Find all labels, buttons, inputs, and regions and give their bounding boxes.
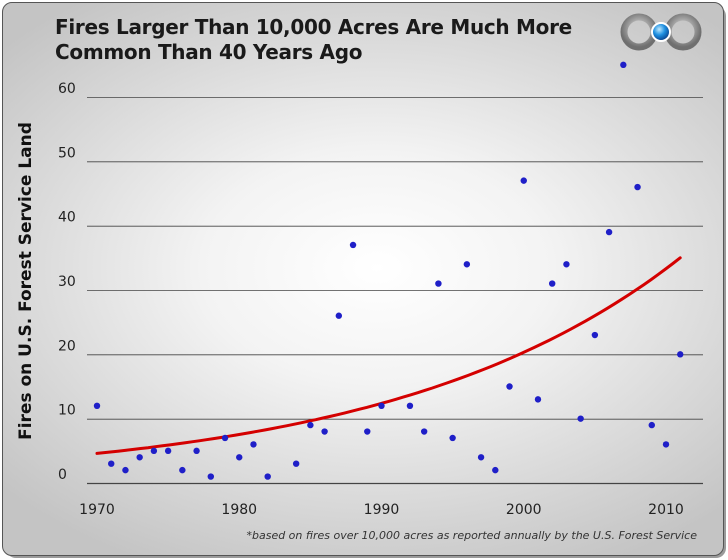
y-tick-labels: 0 10 20 30 40 50 60 bbox=[58, 81, 76, 483]
data-point bbox=[179, 466, 186, 474]
grid-layer bbox=[87, 97, 703, 485]
data-point bbox=[236, 454, 243, 461]
y-tick-label: 30 bbox=[58, 274, 76, 290]
data-point bbox=[136, 454, 143, 461]
logo-icon bbox=[620, 13, 702, 51]
data-point bbox=[648, 421, 655, 429]
chart-title-line-1: Fires Larger Than 10,000 Acres Are Much … bbox=[55, 15, 572, 39]
data-point bbox=[221, 434, 229, 442]
data-point bbox=[563, 261, 570, 268]
chart-title-line-2: Common Than 40 Years Ago bbox=[55, 40, 363, 64]
y-tick-label: 0 bbox=[58, 467, 67, 483]
data-point bbox=[662, 441, 670, 448]
data-point bbox=[634, 183, 641, 191]
chart-title: Fires Larger Than 10,000 Acres Are Much … bbox=[55, 15, 572, 65]
y-tick-label: 40 bbox=[58, 210, 76, 226]
data-point bbox=[335, 312, 343, 319]
data-point bbox=[420, 428, 428, 435]
scatter-chart: 0 10 20 30 40 50 60 1970 1980 1990 2000 2010 Fires… bbox=[16, 61, 703, 518]
data-point bbox=[449, 434, 456, 442]
data-point bbox=[164, 447, 172, 455]
data-point bbox=[577, 415, 584, 422]
y-axis-label: Fires on U.S. Forest Service Land bbox=[16, 122, 36, 440]
data-point bbox=[93, 402, 101, 409]
x-tick-label: 1970 bbox=[79, 502, 115, 518]
data-point bbox=[435, 280, 442, 287]
data-point bbox=[193, 447, 200, 455]
footnote: *based on fires over 10,000 acres as rep… bbox=[246, 529, 697, 542]
x-tick-label: 1980 bbox=[221, 502, 257, 518]
data-point bbox=[520, 177, 527, 184]
data-point bbox=[549, 280, 556, 287]
data-point bbox=[349, 241, 357, 249]
y-tick-label: 10 bbox=[58, 403, 76, 419]
data-point bbox=[506, 383, 513, 390]
data-point bbox=[250, 441, 257, 448]
data-point bbox=[605, 228, 613, 236]
data-point bbox=[150, 447, 158, 455]
x-tick-label: 2010 bbox=[648, 502, 684, 518]
data-point bbox=[122, 466, 129, 474]
y-tick-label: 50 bbox=[58, 145, 76, 161]
trend-line bbox=[95, 256, 682, 455]
x-tick-label: 2000 bbox=[506, 502, 542, 518]
x-tick-labels: 1970 1980 1990 2000 2010 bbox=[79, 502, 684, 518]
data-point bbox=[620, 61, 627, 69]
data-point bbox=[534, 396, 542, 403]
data-point bbox=[292, 460, 300, 467]
point-layer bbox=[93, 61, 684, 480]
data-point bbox=[378, 402, 385, 409]
data-point bbox=[591, 331, 599, 339]
data-point bbox=[264, 473, 271, 480]
y-tick-label: 60 bbox=[58, 81, 76, 97]
data-point bbox=[677, 351, 684, 358]
trend-layer bbox=[95, 256, 682, 455]
data-point bbox=[321, 428, 328, 435]
data-point bbox=[207, 473, 214, 480]
data-point bbox=[108, 460, 115, 467]
data-point bbox=[492, 466, 499, 474]
data-point bbox=[364, 428, 371, 435]
data-point bbox=[463, 261, 471, 268]
data-point bbox=[477, 454, 485, 461]
x-tick-label: 1990 bbox=[364, 502, 400, 518]
data-point bbox=[307, 421, 314, 429]
data-point bbox=[406, 402, 414, 409]
y-tick-label: 20 bbox=[58, 338, 76, 354]
